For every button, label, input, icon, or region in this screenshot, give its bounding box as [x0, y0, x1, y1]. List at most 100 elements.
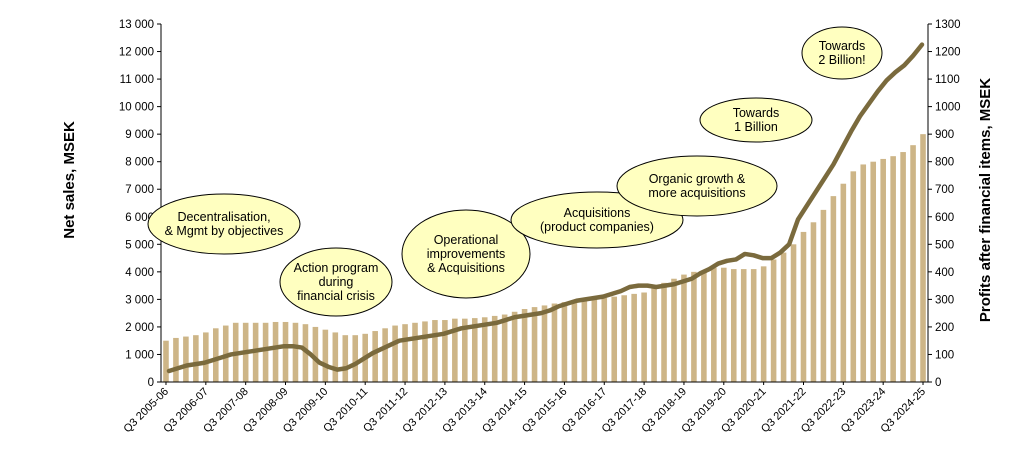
y2-tick-label: 400 — [935, 267, 954, 279]
bar — [412, 322, 418, 382]
annotation-text: Decentralisation, — [177, 210, 270, 224]
annotation-ellipse — [401, 209, 531, 299]
bar — [740, 269, 747, 382]
bar — [910, 145, 916, 382]
y2-tick-label: 300 — [935, 294, 954, 306]
bar — [591, 299, 598, 382]
y2-tick-label: 500 — [935, 239, 954, 251]
bar — [730, 269, 737, 382]
y-tick-label: 1 000 — [125, 349, 154, 361]
bar — [760, 266, 767, 382]
annotation-bubble: Decentralisation,& Mgmt by objectives — [147, 193, 301, 255]
annotation-ellipse — [279, 247, 393, 317]
annotation-text: Action program — [294, 261, 379, 275]
annotation-text: Operational — [434, 233, 499, 247]
y-tick-label: 2 000 — [125, 322, 154, 334]
y-tick-label: 8 000 — [125, 157, 154, 169]
bar — [780, 252, 787, 382]
annotation-text: Organic growth & — [649, 172, 746, 186]
bar — [402, 324, 408, 382]
y-tick-label: 5 000 — [125, 239, 154, 251]
annotation-bubble: Organic growth &more acquisitions — [616, 155, 778, 217]
bar — [501, 314, 508, 382]
bar — [830, 196, 837, 382]
bar — [282, 321, 289, 382]
bar — [422, 321, 428, 382]
bars-layer — [163, 134, 926, 382]
y-tick-label: 10 000 — [119, 102, 154, 114]
annotation-text: more acquisitions — [648, 186, 745, 200]
bar — [561, 302, 568, 382]
bar — [521, 309, 528, 382]
annotation-ellipse — [699, 97, 813, 143]
bar — [880, 158, 886, 382]
bubbles-layer: Decentralisation,& Mgmt by objectives Act… — [147, 26, 883, 317]
annotation-text: during — [319, 275, 354, 289]
bar — [721, 267, 727, 382]
bar — [262, 322, 269, 382]
bar — [840, 183, 847, 382]
y-tick-label: 9 000 — [125, 129, 154, 141]
y2-tick-label: 1300 — [935, 19, 961, 31]
bar — [193, 335, 199, 382]
bar — [491, 315, 498, 382]
bar — [701, 270, 707, 382]
y-tick-label: 0 — [148, 377, 154, 389]
bar — [671, 278, 677, 382]
bar — [173, 337, 179, 382]
bar — [770, 259, 777, 382]
bar — [442, 320, 448, 382]
bar — [551, 303, 558, 382]
annotation-ellipse — [801, 26, 883, 80]
bar — [312, 326, 319, 382]
y-tick-label: 4 000 — [125, 267, 154, 279]
bar — [631, 293, 637, 382]
bar — [541, 305, 548, 382]
bar — [372, 331, 378, 382]
bar — [163, 340, 169, 382]
bar — [651, 288, 657, 382]
annotation-text: 2 Billion! — [818, 53, 865, 67]
y2-tick-label: 1100 — [935, 74, 960, 86]
bar — [392, 325, 398, 382]
annotation-ellipse — [616, 155, 778, 217]
bar — [292, 322, 299, 382]
bar — [382, 328, 388, 382]
y-tick-label: 11 000 — [120, 74, 154, 86]
y2-tick-label: 800 — [935, 157, 954, 169]
bar — [332, 332, 339, 382]
bar — [661, 282, 667, 382]
annotation-text: financial crisis — [297, 289, 375, 303]
y2-tick-label: 100 — [935, 349, 954, 361]
annotation-text: improvements — [427, 247, 506, 261]
bar — [213, 328, 219, 382]
y2-tick-label: 1200 — [935, 47, 961, 59]
bar — [342, 335, 349, 382]
bar — [352, 335, 359, 382]
annotation-text: Towards — [819, 39, 866, 53]
y-axis-title: Net sales, MSEK — [61, 121, 78, 239]
profit-line — [166, 42, 925, 374]
annotation-text: 1 Billion — [734, 120, 778, 134]
bar — [810, 222, 817, 382]
bar — [820, 209, 827, 382]
annotation-text: Acquisitions — [564, 206, 631, 220]
bar — [621, 295, 627, 382]
y-tick-label: 6 000 — [125, 212, 154, 224]
annotation-text: & Acquisitions — [427, 261, 505, 275]
bar — [681, 274, 687, 382]
bar — [452, 318, 458, 382]
bar — [471, 318, 478, 382]
bar — [432, 320, 438, 382]
bar — [511, 311, 518, 382]
y-tick-label: 7 000 — [125, 184, 154, 196]
y2-tick-label: 600 — [935, 212, 954, 224]
y-tick-label: 13 000 — [119, 19, 154, 31]
bar — [691, 271, 697, 382]
line-layer — [166, 42, 925, 374]
bar — [481, 317, 488, 382]
bar — [601, 298, 608, 382]
